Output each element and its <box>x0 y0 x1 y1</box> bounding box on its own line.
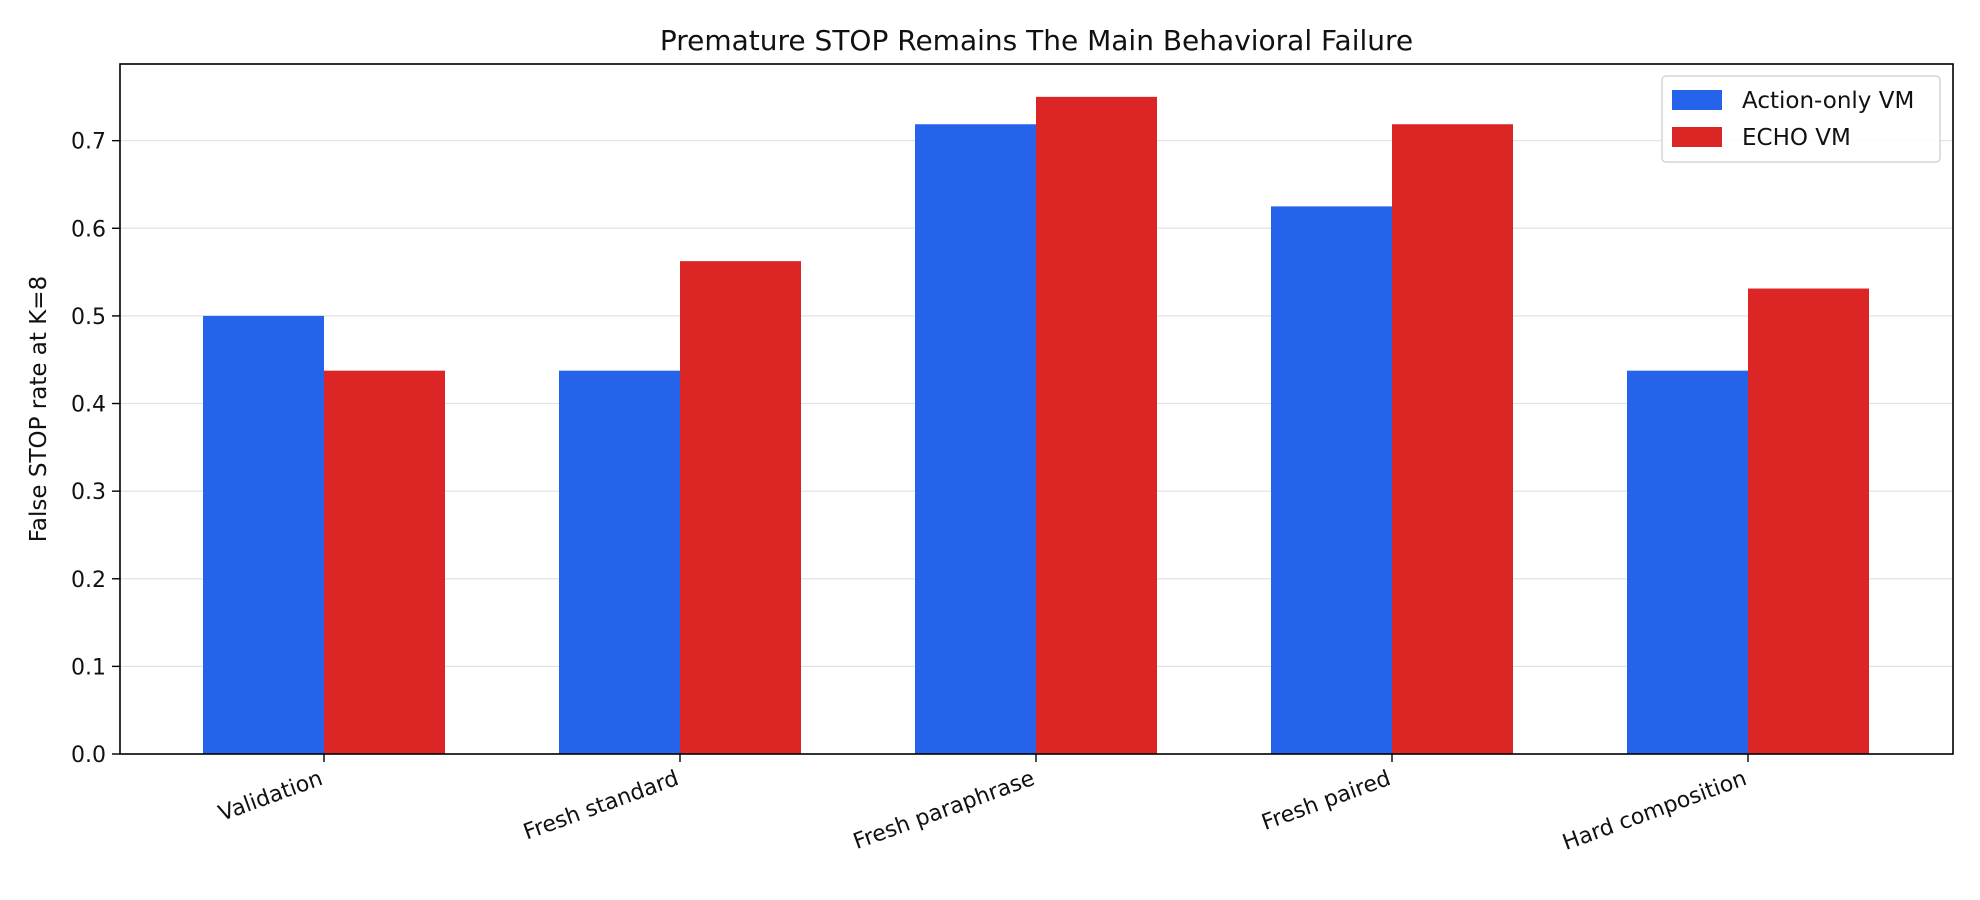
y-tick-label: 0.6 <box>71 217 106 242</box>
bar-action-only-vm-fresh-standard <box>559 370 680 754</box>
legend: Action-only VM ECHO VM <box>1661 75 1941 163</box>
bar-echo-vm-fresh-standard <box>680 261 801 754</box>
legend-swatch <box>1672 90 1722 110</box>
y-tick-label: 0.0 <box>71 743 106 768</box>
y-tick-label: 0.1 <box>71 655 106 680</box>
y-tick-label: 0.7 <box>71 130 106 155</box>
y-tick-label: 0.5 <box>71 305 106 330</box>
x-tick-label: Fresh standard <box>520 766 682 845</box>
bar-action-only-vm-fresh-paired <box>1271 206 1392 754</box>
bar-echo-vm-fresh-paired <box>1392 124 1513 754</box>
legend-entry: ECHO VM <box>1742 125 1851 151</box>
legend-entry: Action-only VM <box>1742 88 1914 114</box>
bar-echo-vm-validation <box>324 370 445 754</box>
y-tick-label: 0.2 <box>71 568 106 593</box>
bar-action-only-vm-fresh-paraphrase <box>915 124 1036 754</box>
bar-echo-vm-hard-composition <box>1748 288 1869 754</box>
bar-echo-vm-fresh-paraphrase <box>1036 96 1157 755</box>
x-tick-label: Hard composition <box>1559 766 1750 856</box>
x-tick-label: Validation <box>215 766 326 827</box>
chart-title: Premature STOP Remains The Main Behavior… <box>660 24 1413 57</box>
y-tick-label: 0.4 <box>71 393 106 418</box>
bar-action-only-vm-validation <box>203 315 324 754</box>
y-tick-label: 0.3 <box>71 480 106 505</box>
bars-layer <box>203 96 1869 755</box>
y-axis-label: False STOP rate at K=8 <box>26 276 52 542</box>
bar-action-only-vm-hard-composition <box>1627 370 1748 754</box>
legend-box <box>1661 75 1941 163</box>
legend-swatch <box>1672 127 1722 147</box>
x-axis: Validation Fresh standard Fresh paraphrase… <box>215 754 1750 856</box>
y-axis: 0.0 0.1 0.2 0.3 0.4 0.5 0.6 0.7 <box>71 130 120 768</box>
x-tick-label: Fresh paired <box>1258 766 1394 836</box>
x-tick-label: Fresh paraphrase <box>850 766 1038 855</box>
